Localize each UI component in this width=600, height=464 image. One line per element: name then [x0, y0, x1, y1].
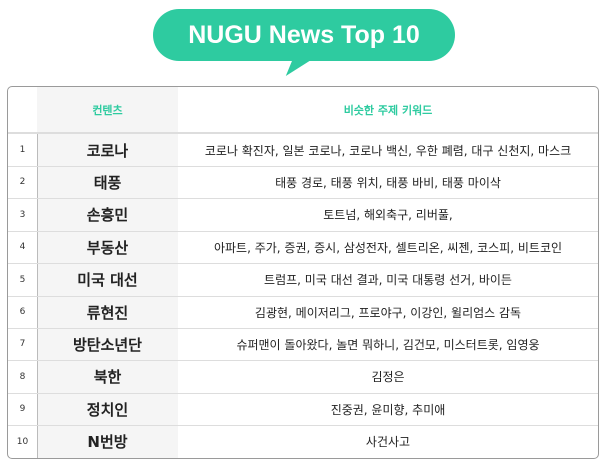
content-cell: 방탄소년단	[72, 335, 142, 354]
title-bubble: NUGU News Top 10	[153, 9, 455, 61]
table-row: 7 방탄소년단 슈퍼맨이 돌아왔다, 놀면 뭐하니, 김건모, 미스터트롯, 임영웅	[8, 328, 598, 362]
content-cell: 미국 대선	[77, 271, 138, 290]
rank-cell: 7	[19, 339, 26, 350]
content-cell: 류현진	[86, 303, 129, 322]
rank-cell: 3	[19, 209, 26, 220]
table-row: 4 부동산 아파트, 주가, 증권, 증시, 삼성전자, 셀트리온, 씨젠, 코스피…	[8, 231, 598, 265]
rank-cell: 8	[19, 371, 26, 382]
content-cell: N번방	[87, 433, 128, 452]
page-title: NUGU News Top 10	[188, 20, 420, 49]
keywords-cell: 태풍 경로, 태풍 위치, 태풍 바비, 태풍 마이삭	[275, 175, 501, 190]
content-cell: 북한	[93, 368, 122, 387]
header-keywords: 비슷한 주제 키워드	[343, 103, 433, 117]
table-row: 8 북한 김정은	[8, 361, 598, 394]
news-table: 컨텐츠 비슷한 주제 키워드 1 코로나 코로나 확진자, 일본 코로나, 코로나 …	[7, 86, 599, 459]
keywords-cell: 진중권, 윤미향, 추미애	[330, 402, 446, 417]
rank-cell: 4	[19, 242, 26, 253]
table-row: 10 N번방 사건사고	[8, 426, 598, 458]
rank-cell: 1	[19, 145, 26, 155]
keywords-cell: 트럼프, 미국 대선 결과, 미국 대통령 선거, 바이든	[264, 273, 512, 288]
content-cell: 정치인	[86, 400, 129, 419]
rank-cell: 6	[19, 307, 26, 317]
rank-cell: 2	[19, 177, 26, 188]
keywords-cell: 김광현, 메이저리그, 프로야구, 이강인, 윌리엄스 감독	[254, 305, 522, 320]
rank-cell: 5	[19, 274, 26, 285]
header-content: 컨텐츠	[92, 103, 123, 117]
rank-cell: 9	[19, 404, 26, 415]
table-row: 1 코로나 코로나 확진자, 일본 코로나, 코로나 백신, 우한 폐렴, 대구 신…	[8, 134, 598, 167]
content-cell: 부동산	[86, 238, 129, 257]
table-row: 6 류현진 김광현, 메이저리그, 프로야구, 이강인, 윌리엄스 감독	[8, 296, 598, 329]
keywords-cell: 토트넘, 해외축구, 리버풀,	[323, 208, 453, 223]
content-column-background	[37, 87, 178, 458]
column-divider	[37, 133, 38, 458]
content-cell: 태풍	[93, 173, 122, 192]
table-header: 컨텐츠 비슷한 주제 키워드	[8, 87, 598, 134]
content-cell: 손흥민	[86, 206, 129, 225]
table-row: 2 태풍 태풍 경로, 태풍 위치, 태풍 바비, 태풍 마이삭	[8, 166, 598, 200]
keywords-cell: 김정은	[371, 370, 405, 385]
table-row: 9 정치인 진중권, 윤미향, 추미애	[8, 393, 598, 427]
rank-cell: 10	[16, 436, 29, 447]
table-row: 5 미국 대선 트럼프, 미국 대선 결과, 미국 대통령 선거, 바이든	[8, 264, 598, 297]
keywords-cell: 슈퍼맨이 돌아왔다, 놀면 뭐하니, 김건모, 미스터트롯, 임영웅	[236, 337, 540, 352]
keywords-cell: 사건사고	[365, 435, 411, 450]
keywords-cell: 코로나 확진자, 일본 코로나, 코로나 백신, 우한 폐렴, 대구 신천지, …	[204, 143, 572, 158]
keywords-cell: 아파트, 주가, 증권, 증시, 삼성전자, 셀트리온, 씨젠, 코스피, 비트…	[213, 240, 563, 255]
content-cell: 코로나	[86, 141, 129, 160]
table-row: 3 손흥민 토트넘, 해외축구, 리버풀,	[8, 199, 598, 232]
